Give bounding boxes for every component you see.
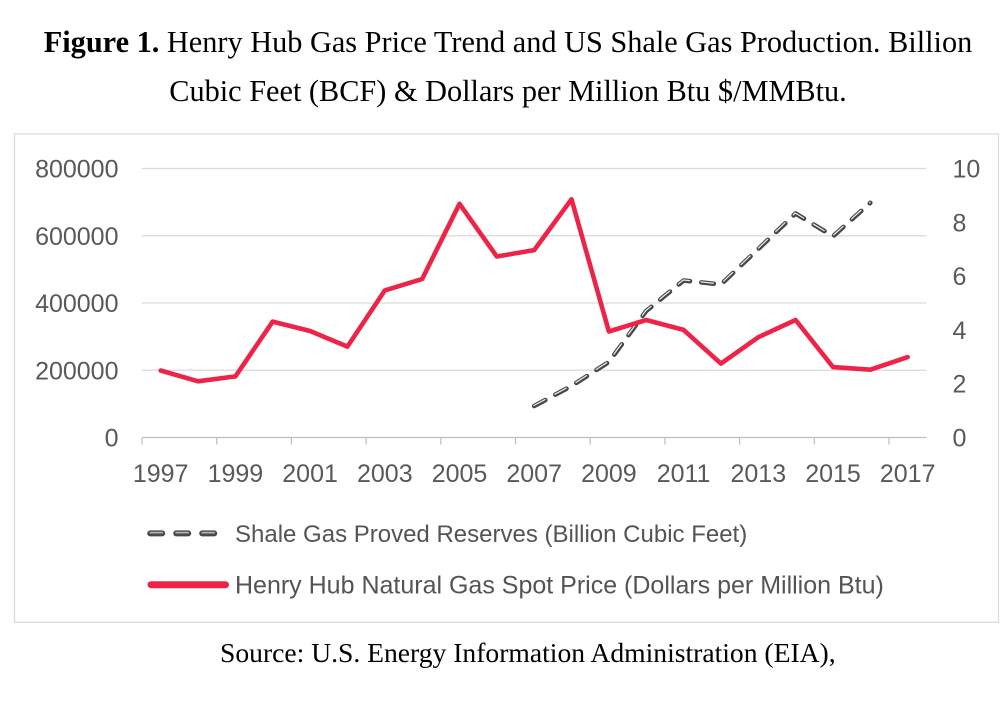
svg-text:6: 6 bbox=[953, 263, 967, 291]
svg-text:2009: 2009 bbox=[581, 460, 637, 488]
svg-text:600000: 600000 bbox=[35, 223, 118, 251]
svg-text:2007: 2007 bbox=[506, 460, 562, 488]
svg-text:2005: 2005 bbox=[432, 460, 488, 488]
svg-text:0: 0 bbox=[953, 425, 967, 453]
svg-text:2013: 2013 bbox=[730, 460, 786, 488]
svg-text:1997: 1997 bbox=[133, 460, 189, 488]
svg-text:800000: 800000 bbox=[35, 156, 118, 184]
svg-text:200000: 200000 bbox=[35, 357, 118, 385]
svg-text:Henry Hub Natural Gas Spot Pri: Henry Hub Natural Gas Spot Price (Dollar… bbox=[235, 572, 884, 600]
svg-text:0: 0 bbox=[105, 425, 119, 453]
svg-text:400000: 400000 bbox=[35, 290, 118, 318]
svg-text:2001: 2001 bbox=[282, 460, 338, 488]
svg-text:Shale Gas Proved Reserves (Bil: Shale Gas Proved Reserves (Billion Cubic… bbox=[235, 521, 747, 548]
svg-text:2015: 2015 bbox=[805, 460, 861, 488]
svg-text:2011: 2011 bbox=[657, 460, 711, 488]
svg-text:2017: 2017 bbox=[880, 460, 936, 488]
svg-text:2003: 2003 bbox=[357, 460, 413, 488]
svg-text:10: 10 bbox=[953, 156, 981, 184]
svg-text:4: 4 bbox=[953, 317, 967, 345]
svg-text:1999: 1999 bbox=[208, 460, 264, 488]
svg-text:8: 8 bbox=[953, 209, 967, 237]
svg-text:2: 2 bbox=[953, 371, 967, 399]
